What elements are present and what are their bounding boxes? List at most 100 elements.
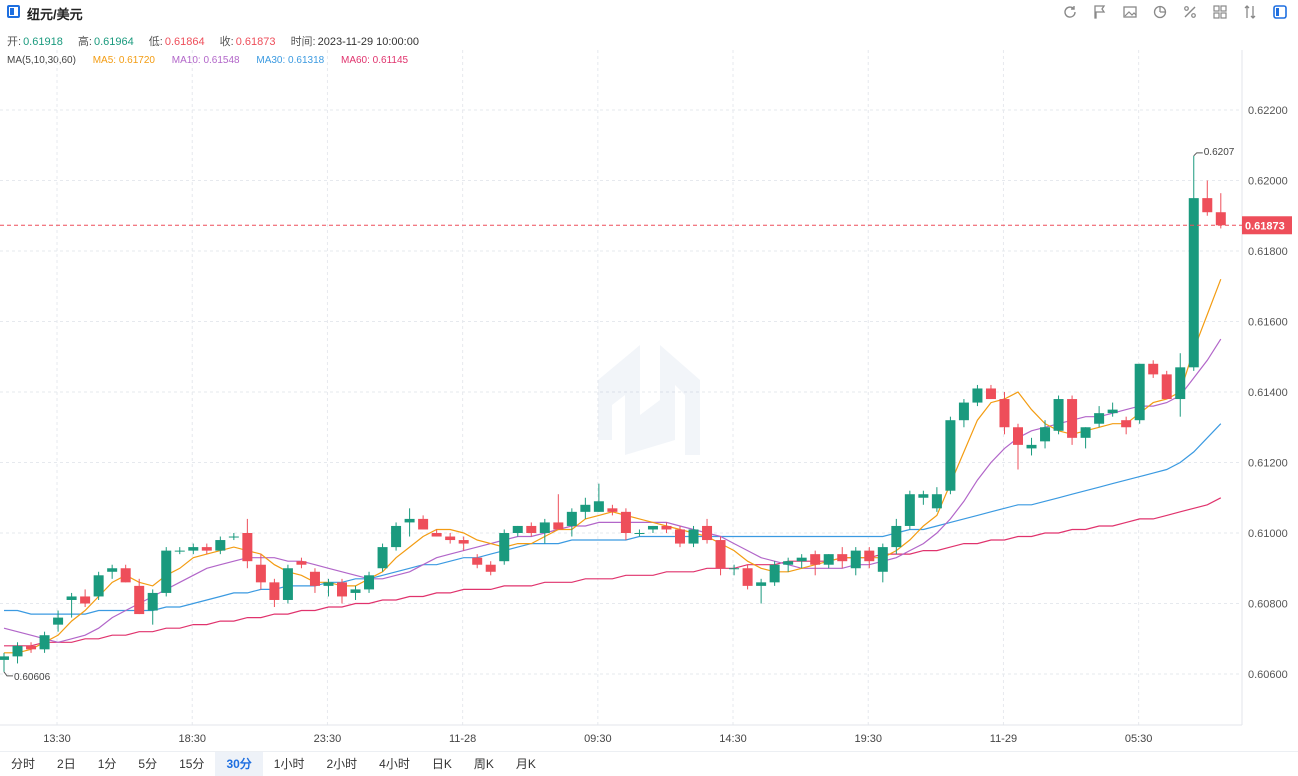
candle-body bbox=[242, 533, 253, 562]
candle-body bbox=[0, 656, 9, 660]
candle-body bbox=[1040, 427, 1051, 442]
divider bbox=[0, 751, 1298, 752]
y-tick-label: 0.61600 bbox=[1248, 317, 1288, 329]
ma-legend: MA(5,10,30,60) MA5: 0.61720 MA10: 0.6154… bbox=[7, 55, 422, 66]
candle-body bbox=[350, 589, 361, 593]
period-tab[interactable]: 5分 bbox=[138, 757, 158, 771]
candle-body bbox=[296, 561, 307, 565]
period-tab[interactable]: 15分 bbox=[179, 757, 205, 771]
close-label: 收: bbox=[219, 36, 234, 48]
period-tab[interactable]: 1小时 bbox=[273, 757, 305, 771]
candle-body bbox=[337, 582, 347, 597]
candle-body bbox=[593, 501, 604, 512]
period-tab[interactable]: 周K bbox=[473, 757, 494, 771]
panel-toggle-icon[interactable] bbox=[7, 5, 20, 18]
candle-body bbox=[864, 550, 875, 562]
candle-body bbox=[364, 575, 375, 590]
candle-body bbox=[215, 540, 226, 551]
candle-body bbox=[566, 511, 577, 526]
candle-body bbox=[269, 582, 280, 600]
y-tick-label: 0.60800 bbox=[1248, 599, 1288, 611]
period-tabs: 分时 2日 1分 5分 15分 30分 1小时 2小时 4小时 日K 周K 月K bbox=[0, 752, 547, 776]
open-value: 0.61918 bbox=[23, 36, 63, 48]
low-marker-label: 0.60606 bbox=[14, 672, 51, 683]
symbol-title: 纽元/美元 bbox=[27, 7, 83, 22]
pie-icon[interactable] bbox=[1150, 3, 1170, 21]
candle-body bbox=[445, 536, 456, 541]
candle-body bbox=[553, 522, 564, 530]
candle-body bbox=[120, 568, 131, 583]
ohlc-readout: 开: 0.61918 高: 0.61964 低: 0.61864 收: 0.61873 … bbox=[7, 33, 431, 49]
candle-body bbox=[458, 540, 469, 544]
period-tab[interactable]: 2日 bbox=[57, 757, 76, 771]
low-label: 低: bbox=[148, 36, 163, 48]
candle-body bbox=[1026, 444, 1037, 449]
ma5-value: MA5: 0.61720 bbox=[92, 55, 155, 66]
period-tab[interactable]: 4小时 bbox=[379, 757, 410, 771]
period-tab[interactable]: 1分 bbox=[97, 757, 117, 771]
candle-body bbox=[729, 568, 740, 570]
candle-body bbox=[837, 554, 848, 562]
candle-body bbox=[228, 536, 239, 538]
candle-body bbox=[431, 533, 442, 537]
candle-body bbox=[823, 554, 834, 565]
period-tab[interactable]: 2小时 bbox=[326, 757, 358, 771]
panel-icon[interactable] bbox=[1270, 3, 1290, 21]
candle-body bbox=[675, 529, 685, 544]
high-marker-arrow bbox=[1193, 152, 1203, 157]
candle-body bbox=[418, 518, 429, 530]
y-tick-label: 0.62000 bbox=[1248, 176, 1288, 188]
x-tick-label: 11-29 bbox=[990, 733, 1017, 745]
period-tab[interactable]: 分时 bbox=[11, 757, 36, 771]
candle-body bbox=[702, 525, 713, 541]
candle-body bbox=[1013, 427, 1023, 445]
y-tick-label: 0.61000 bbox=[1248, 528, 1288, 540]
candle-body bbox=[1148, 363, 1159, 375]
x-tick-label: 05:30 bbox=[1125, 733, 1153, 745]
candle-body bbox=[972, 388, 983, 403]
candle-body bbox=[810, 554, 821, 565]
candle-body bbox=[499, 533, 510, 562]
candle-body bbox=[620, 511, 631, 533]
ma-legend-label: MA(5,10,30,60) bbox=[7, 55, 76, 66]
candle-body bbox=[472, 557, 483, 565]
candle-body bbox=[66, 596, 77, 600]
image-icon[interactable] bbox=[1120, 3, 1140, 21]
candle-body bbox=[1175, 367, 1186, 400]
candle-body bbox=[526, 525, 537, 533]
candle-body bbox=[1067, 399, 1078, 438]
candle-body bbox=[1053, 399, 1064, 431]
toolbar bbox=[1060, 3, 1290, 21]
period-tab[interactable]: 日K bbox=[431, 757, 452, 771]
grid-icon[interactable] bbox=[1210, 3, 1230, 21]
candle-body bbox=[485, 564, 496, 572]
period-tab[interactable]: 月K bbox=[515, 757, 536, 771]
candle-body bbox=[391, 525, 402, 548]
draw-icon[interactable] bbox=[1090, 3, 1110, 21]
candle-body bbox=[404, 518, 415, 523]
ma60-line bbox=[4, 497, 1222, 647]
refresh-icon[interactable] bbox=[1060, 3, 1080, 21]
candle-body bbox=[201, 547, 212, 551]
candle-body bbox=[756, 582, 767, 586]
candle-body bbox=[1161, 374, 1172, 400]
candle-body bbox=[999, 399, 1010, 428]
candle-body bbox=[282, 568, 293, 600]
candlestick-chart[interactable]: 0.62200 0.62000 0.61800 0.61600 0.61400 0.612… bbox=[0, 40, 1298, 750]
candle-body bbox=[634, 533, 645, 534]
x-tick-label: 13:30 bbox=[43, 733, 71, 745]
y-tick-label: 0.62200 bbox=[1248, 105, 1288, 117]
period-tab[interactable]: 30分 bbox=[215, 752, 263, 776]
candle-body bbox=[539, 522, 550, 533]
candle-body bbox=[1202, 198, 1213, 213]
compare-icon[interactable] bbox=[1240, 3, 1260, 21]
candle-body bbox=[1215, 212, 1226, 226]
ma10-value: MA10: 0.61548 bbox=[171, 55, 240, 66]
last-price-label: 0.61873 bbox=[1245, 220, 1285, 232]
percent-icon[interactable] bbox=[1180, 3, 1200, 21]
ma60-value: MA60: 0.61145 bbox=[340, 55, 409, 66]
candle-body bbox=[945, 420, 956, 491]
header-bar: 纽元/美元 bbox=[0, 0, 1298, 26]
candle-body bbox=[1080, 427, 1091, 438]
candle-body bbox=[12, 645, 23, 657]
